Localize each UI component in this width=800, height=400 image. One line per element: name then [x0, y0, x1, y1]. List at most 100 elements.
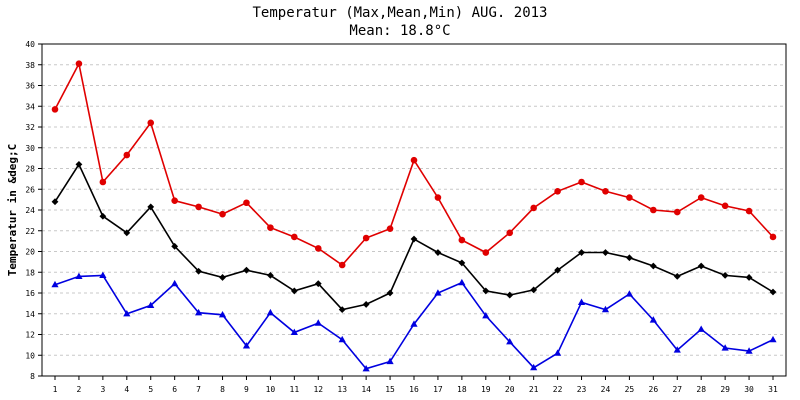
data-point — [123, 229, 131, 237]
data-point — [506, 229, 514, 237]
x-tick-label: 10 — [266, 385, 276, 394]
y-tick-label: 22 — [25, 227, 35, 236]
data-point — [267, 224, 274, 231]
x-tick-label: 31 — [768, 385, 778, 394]
data-point — [673, 208, 681, 216]
data-point — [482, 287, 490, 295]
data-point — [362, 301, 370, 308]
data-point — [51, 198, 59, 206]
x-tick-label: 28 — [696, 385, 706, 394]
data-point — [626, 194, 633, 201]
data-point — [673, 273, 681, 280]
y-tick-label: 16 — [25, 289, 35, 298]
x-tick-label: 8 — [220, 385, 225, 394]
y-axis-label: Temperatur in &deg;C — [6, 144, 19, 276]
chart-subtitle: Mean: 18.8°C — [349, 23, 451, 39]
y-tick-label: 36 — [25, 82, 35, 91]
data-point — [530, 204, 537, 212]
x-tick-label: 1 — [53, 385, 58, 394]
data-point — [99, 271, 107, 278]
x-tick-label: 18 — [457, 385, 467, 394]
data-point — [266, 308, 274, 316]
data-point — [745, 207, 753, 215]
data-point — [267, 271, 274, 279]
data-point — [650, 206, 657, 214]
data-point — [410, 156, 418, 164]
data-point — [769, 288, 777, 296]
data-point — [386, 357, 394, 365]
x-tick-label: 26 — [649, 385, 659, 394]
data-point — [577, 298, 586, 305]
data-point — [482, 312, 490, 319]
data-point — [195, 203, 202, 211]
data-point — [506, 291, 514, 299]
y-tick-label: 12 — [25, 331, 35, 340]
data-point — [578, 178, 585, 186]
data-point — [410, 235, 418, 243]
x-tick-label: 5 — [148, 385, 153, 394]
data-point — [195, 308, 203, 316]
data-point — [434, 194, 442, 201]
x-tick-label: 9 — [244, 385, 249, 394]
y-tick-label: 30 — [25, 144, 35, 153]
data-point — [769, 335, 777, 343]
data-point — [602, 188, 609, 195]
data-point — [338, 335, 346, 343]
data-point — [386, 225, 394, 232]
x-tick-label: 22 — [553, 385, 563, 394]
data-point — [147, 301, 155, 309]
data-point — [147, 119, 155, 127]
data-point — [290, 287, 298, 295]
data-point — [218, 310, 227, 318]
x-tick-label: 23 — [577, 385, 587, 394]
x-tick-label: 19 — [481, 385, 491, 394]
x-tick-label: 16 — [409, 385, 419, 394]
data-point — [338, 261, 346, 269]
data-point — [554, 188, 561, 195]
series-line-circle — [54, 61, 774, 267]
data-point — [75, 272, 83, 279]
x-tick-label: 3 — [100, 385, 105, 394]
data-point — [697, 262, 705, 270]
data-point — [721, 344, 729, 351]
data-point — [649, 316, 657, 323]
data-point — [362, 364, 370, 372]
data-point — [649, 262, 657, 270]
x-tick-label: 13 — [337, 385, 347, 394]
x-tick-label: 27 — [672, 385, 682, 394]
x-tick-label: 15 — [385, 385, 395, 394]
data-point — [242, 342, 251, 349]
y-tick-label: 34 — [25, 102, 35, 111]
data-point — [673, 346, 681, 353]
data-point — [697, 325, 705, 332]
data-point — [314, 245, 322, 252]
x-tick-label: 7 — [196, 385, 201, 394]
y-tick-label: 10 — [25, 351, 35, 360]
data-point — [626, 254, 633, 262]
data-point — [195, 267, 202, 275]
data-point — [243, 199, 250, 207]
y-tick-label: 14 — [25, 310, 35, 319]
x-tick-label: 21 — [529, 385, 539, 394]
data-point — [290, 328, 298, 336]
grid-lines — [42, 43, 786, 356]
data-point — [434, 249, 442, 256]
y-tick-label: 26 — [25, 185, 35, 194]
data-point — [75, 60, 83, 68]
data-point — [745, 274, 753, 281]
data-point — [530, 363, 538, 371]
data-point — [314, 319, 322, 326]
data-point — [291, 233, 298, 241]
y-tick-label: 32 — [25, 123, 35, 132]
data-point — [123, 151, 131, 159]
x-tick-label: 6 — [172, 385, 177, 394]
data-point — [697, 194, 705, 201]
y-tick-label: 18 — [25, 268, 35, 277]
data-point — [530, 286, 538, 294]
data-point — [506, 337, 514, 345]
data-point — [601, 305, 610, 313]
x-tick-label: 11 — [290, 385, 300, 394]
series-markers — [51, 60, 777, 372]
data-point — [482, 249, 490, 256]
